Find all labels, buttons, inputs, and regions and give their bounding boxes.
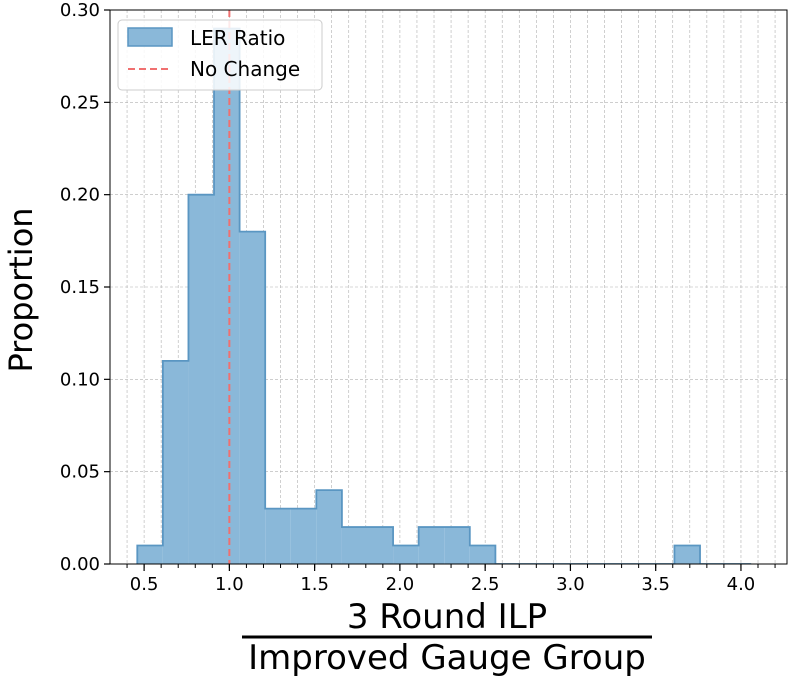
legend-label-ler-ratio: LER Ratio [190, 26, 285, 50]
histogram-bar [290, 508, 317, 564]
y-axis-ticks: 0.00 0.05 0.10 0.15 0.20 0.25 0.30 [60, 0, 110, 575]
histogram-bar [137, 545, 163, 564]
histogram-bar [239, 231, 266, 564]
histogram-bar [214, 28, 240, 564]
y-tick-label: 0.25 [60, 92, 100, 113]
x-tick-label: 0.5 [130, 574, 159, 595]
x-axis-label-denominator: Improved Gauge Group [248, 638, 646, 678]
histogram-bar [393, 545, 419, 564]
y-axis-label: Proportion [2, 207, 40, 372]
histogram-bar [188, 194, 215, 564]
histogram-bar [367, 527, 394, 564]
legend-label-no-change: No Change [190, 57, 300, 81]
x-tick-label: 4.0 [727, 574, 756, 595]
histogram-bars [136, 27, 752, 564]
legend: LER Ratio No Change [117, 19, 323, 91]
legend-swatch-ler-ratio [127, 27, 173, 47]
y-tick-label: 0.00 [60, 554, 100, 575]
x-tick-label: 1.5 [300, 574, 329, 595]
y-tick-label: 0.30 [60, 0, 100, 21]
y-tick-label: 0.05 [60, 462, 100, 483]
histogram-bar [674, 545, 701, 564]
histogram-bar [162, 360, 189, 564]
y-tick-label: 0.10 [60, 369, 100, 390]
x-tick-label: 2.5 [471, 574, 500, 595]
x-tick-label: 3.5 [641, 574, 670, 595]
histogram-bar [316, 490, 342, 564]
histogram-bar [341, 527, 368, 564]
y-tick-label: 0.15 [60, 277, 100, 298]
histogram-bar [418, 527, 445, 564]
x-axis-ticks: 0.5 1.0 1.5 2.0 2.5 3.0 3.5 4.0 [126, 564, 776, 595]
histogram-bar [444, 527, 470, 564]
histogram-step-outline [136, 27, 752, 564]
histogram-bar [469, 545, 496, 564]
x-tick-label: 2.0 [386, 574, 415, 595]
x-axis-label-numerator: 3 Round ILP [347, 597, 547, 637]
y-tick-label: 0.20 [60, 185, 100, 206]
histogram-bar [265, 508, 291, 564]
x-tick-label: 1.0 [215, 574, 244, 595]
x-tick-label: 3.0 [556, 574, 585, 595]
